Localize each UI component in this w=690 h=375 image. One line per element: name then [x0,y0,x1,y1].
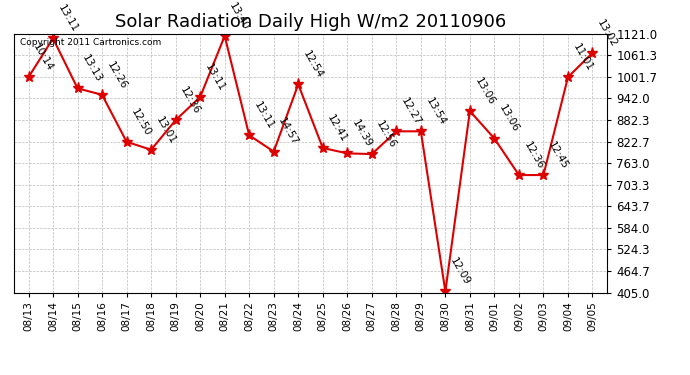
Text: 14:39: 14:39 [350,118,374,149]
Text: Copyright 2011 Cartronics.com: Copyright 2011 Cartronics.com [20,38,161,46]
Text: 13:11: 13:11 [56,3,79,34]
Text: 12:36: 12:36 [179,85,202,116]
Text: 12:09: 12:09 [448,256,472,287]
Text: 14:57: 14:57 [277,116,300,147]
Text: 13:13: 13:13 [80,53,104,84]
Text: 12:54: 12:54 [301,49,325,80]
Text: 11:01: 11:01 [571,42,594,73]
Text: 12:41: 12:41 [326,113,349,144]
Text: 13:06: 13:06 [497,104,521,134]
Text: 12:27: 12:27 [399,96,423,127]
Text: 12:50: 12:50 [129,106,153,138]
Title: Solar Radiation Daily High W/m2 20110906: Solar Radiation Daily High W/m2 20110906 [115,13,506,31]
Text: 10:14: 10:14 [31,42,55,73]
Text: 12:26: 12:26 [105,60,128,91]
Text: 12:56: 12:56 [375,119,398,150]
Text: 13:11: 13:11 [203,62,226,93]
Text: 12:36: 12:36 [522,140,545,171]
Text: 13:40: 13:40 [228,1,251,32]
Text: 13:06: 13:06 [473,76,496,107]
Text: 13:11: 13:11 [252,100,276,131]
Text: 13:01: 13:01 [154,115,177,146]
Text: 12:45: 12:45 [546,140,570,171]
Text: 13:54: 13:54 [424,96,447,127]
Text: 13:02: 13:02 [595,18,619,49]
